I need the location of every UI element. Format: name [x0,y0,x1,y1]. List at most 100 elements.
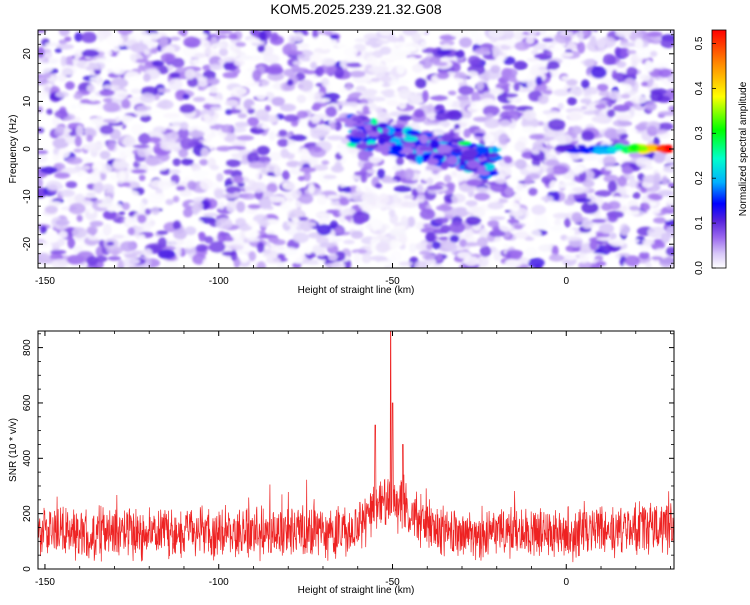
spectrogram-cell [265,257,281,264]
spectrogram-cell [361,253,372,264]
spectrogram-cell [182,46,198,57]
spectrogram-cell [146,109,164,115]
spectrogram-cell [179,121,189,131]
spectrogram-cell [316,194,328,206]
spectrogram-cell [235,217,247,228]
spectrogram-cell [530,63,547,76]
spectrogram-cell [436,137,443,142]
spectrogram-cell [513,224,523,230]
spectrogram-cell [413,108,425,118]
spectrogram-cell [310,115,321,124]
spectrogram-cell [630,95,648,104]
spectrogram-cell [163,112,181,119]
spectrogram-cell [615,128,627,135]
y-tick-label: 0 [22,566,33,572]
spectrogram-cell [449,234,460,243]
spectrogram-cell [483,133,495,144]
spectrogram-cell [532,43,550,51]
spectrogram-cell [202,258,209,268]
spectrogram-cell [380,90,395,95]
spectrogram-cell [202,64,212,71]
spectrogram-cell [596,237,615,242]
spectrogram-cell [360,93,376,99]
spectrogram-cell [401,142,416,148]
spectrogram-cell [165,199,174,206]
spectrogram-cell [598,223,615,234]
spectrogram-cell [566,42,578,51]
spectrogram-cell [312,103,322,110]
spectrogram-cell [172,195,180,203]
spectrogram-cell [329,220,339,229]
spectrogram-cell [44,205,58,214]
spectrogram-cell [169,169,181,175]
spectrogram-cell [366,55,378,66]
spectrogram-cell [652,264,659,268]
spectrogram-cell [490,65,501,74]
x-tick-label: -100 [209,276,229,287]
spectrogram-cell [38,78,48,86]
spectrogram-cell [438,236,449,241]
spectrogram-cell [364,45,373,53]
spectrogram-cell [619,223,630,236]
colorbar-tick-label: 0.2 [694,171,705,185]
spectrogram-cell [406,129,420,135]
spectrogram-cell [463,256,480,267]
spectrogram-cell [391,79,410,85]
spectrogram-cell [225,159,241,168]
spectrogram-cell [615,114,632,121]
spectrogram-cell [392,164,403,172]
spectrogram-cell [574,197,592,203]
spectrogram-cell [430,95,448,101]
spectrogram-cell [534,53,548,60]
spectrogram-cell [594,190,612,197]
spectrogram-cell [277,138,289,147]
spectrogram-cell [227,244,244,251]
spectrogram-cell [55,125,65,133]
spectrogram-cell [266,183,278,193]
spectrogram-cell [187,180,197,191]
y-tick-label: -10 [22,189,33,204]
spectrogram-cell [631,60,638,68]
spectrogram-cell [605,166,623,172]
snr-y-ticks: 0 200 400 600 800 [22,333,674,572]
spectrogram-cell [76,214,83,222]
spectrogram-cell [639,251,650,260]
spectrogram-cell [571,212,583,223]
spectrogram-cell [436,49,452,56]
spectrogram-cell [234,121,249,128]
spectrogram-cell [272,239,286,246]
spectrogram-cell [216,146,234,152]
spectrogram-cell [326,135,344,141]
spectrogram-cell [124,253,138,259]
spectrogram-cell [450,78,465,83]
spectrogram-cell [451,170,458,178]
spectrogram-cell [641,81,648,87]
spectrogram-cell [237,113,248,119]
spectrogram-cell [352,215,365,225]
spectrogram-cell [431,241,441,250]
spectrogram-cell [529,229,542,239]
spectrogram-cell [439,34,457,41]
spectrogram-cell [371,235,390,240]
spectrogram-cell [581,148,591,154]
spectrogram-x-ticks: -150 -100 -50 0 [35,30,671,287]
spectrogram-cell [194,33,208,39]
spectrogram-cell [286,50,303,56]
spectrogram-cell [389,228,407,238]
spectrogram-cell [355,85,367,92]
spectrogram-cell [546,166,554,174]
spectrogram-cell [132,144,150,149]
spectrogram-cell [296,42,310,49]
spectrogram-cell [646,208,661,215]
spectrogram-cell [407,216,416,228]
spectrogram-cell [368,155,383,163]
colorbar-tick-label: 0.3 [694,126,705,140]
spectrogram-cell [370,218,383,230]
spectrogram-cell [99,89,115,97]
spectrogram-cell [233,59,245,67]
spectrogram-cell [611,69,618,80]
colorbar-label: Normalized spectral amplitude [738,81,749,216]
spectrogram-cell [248,251,257,262]
spectrogram-cell [103,210,117,220]
spectrogram-cell [131,169,147,174]
